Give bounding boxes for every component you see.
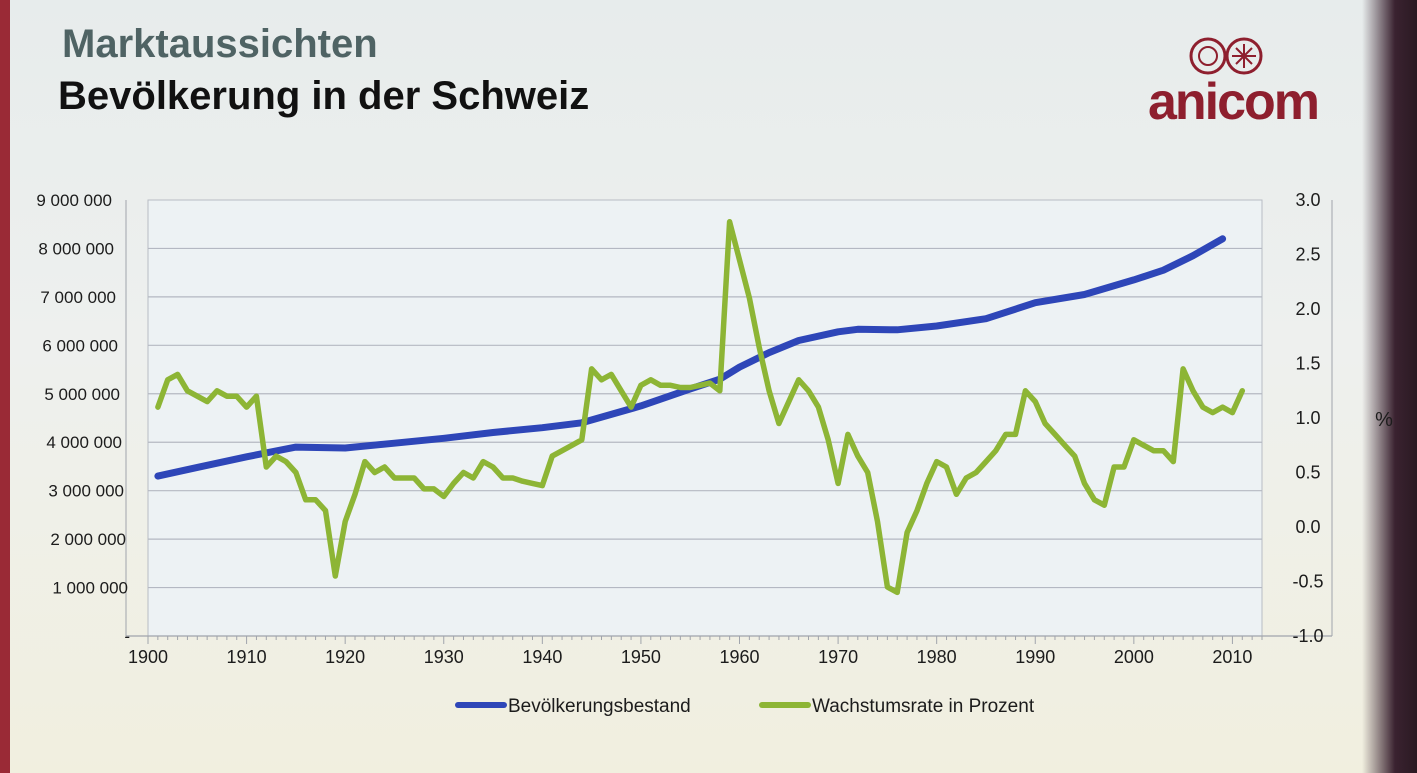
chart-series: [154, 219, 1246, 596]
y-axis-left-labels: - 1 000 000 2 000 000 3 000 000 4 000 000 5 0…: [36, 191, 130, 646]
x-tick-label: 1910: [227, 647, 267, 667]
x-tick-label: 1920: [325, 647, 365, 667]
y-left-tick-label: 1 000 000: [52, 579, 128, 598]
series-line-bevoelkerungsbestand: [154, 235, 1227, 480]
y-left-tick-label: 3 000 000: [48, 482, 124, 501]
x-tick-label: 1940: [522, 647, 562, 667]
legend-label: Bevölkerungsbestand: [508, 696, 691, 717]
y-right-unit-label: %: [1375, 409, 1393, 431]
x-tick-label: 2000: [1114, 647, 1154, 667]
y-axis-right-labels: -1.0 -0.5 0.0 0.5 1.0 1.5 2.0 2.5 3.0%: [1292, 190, 1393, 646]
y-right-tick-label: 2.5: [1295, 245, 1320, 265]
y-left-tick-label: 7 000 000: [40, 288, 116, 307]
y-left-tick-label: 2 000 000: [50, 530, 126, 549]
anicom-logo: anicom: [1128, 36, 1338, 131]
y-left-tick-label: 4 000 000: [46, 433, 122, 452]
y-left-tick-label: -: [124, 627, 130, 646]
y-right-tick-label: 0.5: [1295, 463, 1320, 483]
x-tick-label: 1960: [719, 647, 759, 667]
x-tick-label: 1950: [621, 647, 661, 667]
legend-label: Wachstumsrate in Prozent: [812, 696, 1035, 717]
logo-mark-icon: [1189, 37, 1263, 75]
plot-area: [147, 199, 1263, 637]
chart-grid: [147, 199, 1263, 637]
y-right-tick-label: 2.0: [1295, 299, 1320, 319]
chart-axes: [125, 200, 1333, 644]
y-right-tick-label: 1.0: [1295, 408, 1320, 428]
x-tick-label: 1980: [917, 647, 957, 667]
slide-title: Bevölkerung in der Schweiz: [58, 74, 590, 118]
series-line-wachstumsrate: [155, 219, 1246, 596]
y-left-tick-label: 8 000 000: [38, 239, 114, 258]
screen-edge-right: [1362, 0, 1417, 773]
slide-heading: Marktaussichten: [62, 22, 378, 66]
y-left-tick-label: 6 000 000: [42, 336, 118, 355]
x-tick-label: 1930: [424, 647, 464, 667]
y-right-tick-label: 3.0: [1295, 190, 1320, 210]
chart-legend: Bevölkerungsbestand Wachstumsrate in Proz…: [455, 696, 1035, 717]
y-right-tick-label: 1.5: [1295, 354, 1320, 374]
y-left-tick-label: 9 000 000: [36, 191, 112, 210]
screen-edge-left: [0, 0, 10, 773]
y-right-tick-label: -1.0: [1292, 626, 1323, 646]
x-tick-label: 1990: [1015, 647, 1055, 667]
y-right-tick-label: 0.0: [1295, 517, 1320, 537]
x-axis-labels: 1900 1910 1920 1930 1940 1950 1960 1970 1980 1990…: [128, 647, 1252, 667]
x-tick-label: 1970: [818, 647, 858, 667]
x-tick-label: 1900: [128, 647, 168, 667]
logo-text: anicom: [1147, 73, 1320, 131]
x-tick-label: 2010: [1212, 647, 1252, 667]
y-left-tick-label: 5 000 000: [44, 385, 120, 404]
y-right-tick-label: -0.5: [1292, 572, 1323, 592]
